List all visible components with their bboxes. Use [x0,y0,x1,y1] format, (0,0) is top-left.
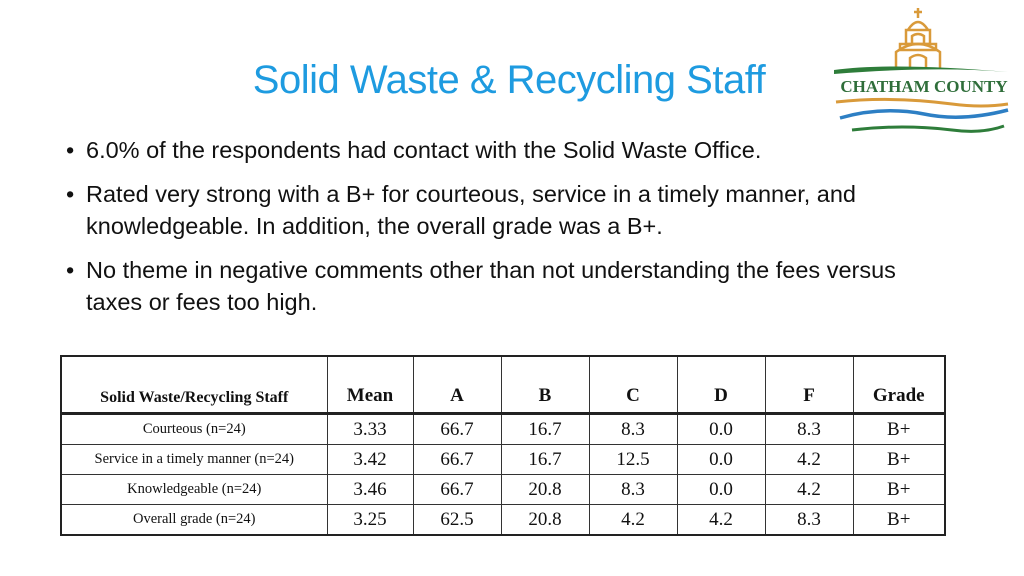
header-a: A [412,355,502,414]
bullet-text: No theme in negative comments other than… [86,257,896,315]
cell-c: 4.2 [588,504,678,536]
cell-f: 8.3 [764,413,854,445]
cell-grade: B+ [852,504,946,536]
chatham-county-logo-graphic: CHATHAM COUNTY [834,8,1009,133]
row-label: Service in a timely manner (n=24) [60,444,328,475]
cell-a: 66.7 [412,413,502,445]
cell-a: 66.7 [412,444,502,475]
header-b: B [500,355,590,414]
bullet-text: Rated very strong with a B+ for courteou… [86,181,856,239]
bullet-marker: • [66,181,75,207]
chatham-county-logo: CHATHAM COUNTY [832,6,1012,136]
header-mean: Mean [326,355,414,414]
table-row: Knowledgeable (n=24) 3.46 66.7 20.8 8.3 … [60,474,946,505]
cell-d: 0.0 [676,413,766,445]
bullet-item: • Rated very strong with a B+ for courteo… [66,178,946,242]
bullet-text: 6.0% of the respondents had contact with… [86,137,762,163]
table-header-row: Solid Waste/Recycling Staff Mean A B C D… [60,355,946,414]
cell-mean: 3.33 [326,413,414,445]
bullet-marker: • [66,137,75,163]
table-row: Courteous (n=24) 3.33 66.7 16.7 8.3 0.0 … [60,413,946,445]
bullet-item: • 6.0% of the respondents had contact wit… [66,134,946,166]
cell-f: 4.2 [764,444,854,475]
cell-b: 20.8 [500,504,590,536]
cell-d: 0.0 [676,474,766,505]
cell-b: 20.8 [500,474,590,505]
header-category: Solid Waste/Recycling Staff [60,355,328,414]
results-table-container: Solid Waste/Recycling Staff Mean A B C D… [60,355,946,536]
cell-grade: B+ [852,474,946,505]
header-f: F [764,355,854,414]
cell-f: 8.3 [764,504,854,536]
row-label: Overall grade (n=24) [60,504,328,536]
row-label: Knowledgeable (n=24) [60,474,328,505]
header-grade: Grade [852,355,946,414]
header-c: C [588,355,678,414]
table-row: Service in a timely manner (n=24) 3.42 6… [60,444,946,475]
cell-a: 62.5 [412,504,502,536]
cell-b: 16.7 [500,444,590,475]
cell-c: 12.5 [588,444,678,475]
cell-grade: B+ [852,444,946,475]
slide-title: Solid Waste & Recycling Staff [0,58,1024,103]
cell-b: 16.7 [500,413,590,445]
cell-mean: 3.25 [326,504,414,536]
table-row: Overall grade (n=24) 3.25 62.5 20.8 4.2 … [60,504,946,536]
cell-c: 8.3 [588,474,678,505]
cell-a: 66.7 [412,474,502,505]
cell-mean: 3.46 [326,474,414,505]
bullet-marker: • [66,257,75,283]
cell-d: 4.2 [676,504,766,536]
bullet-item: • No theme in negative comments other tha… [66,254,946,318]
cell-grade: B+ [852,413,946,445]
cell-f: 4.2 [764,474,854,505]
cell-c: 8.3 [588,413,678,445]
row-label: Courteous (n=24) [60,413,328,445]
results-table: Solid Waste/Recycling Staff Mean A B C D… [60,355,946,536]
slide-title-text: Solid Waste & Recycling Staff [252,58,766,102]
cell-mean: 3.42 [326,444,414,475]
bullet-list: • 6.0% of the respondents had contact wit… [66,134,946,330]
header-d: D [676,355,766,414]
logo-text: CHATHAM COUNTY [840,77,1007,96]
cell-d: 0.0 [676,444,766,475]
